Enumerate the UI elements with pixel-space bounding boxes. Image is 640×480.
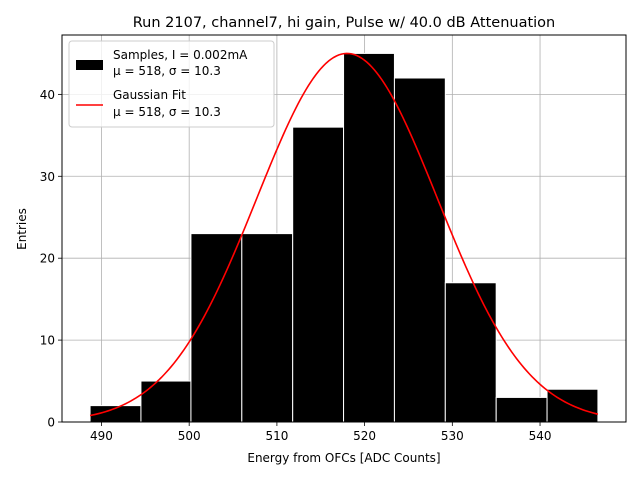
x-tick-label: 500 [178, 429, 201, 443]
legend-fit-stats: μ = 518, σ = 10.3 [113, 105, 221, 119]
axis-ticks: 490 500 510 520 530 540 0 10 20 30 40 [40, 88, 552, 443]
plot-frame [61, 34, 627, 423]
histogram-bar [393, 77, 446, 423]
gaussian-fit-curve [89, 52, 599, 417]
x-tick-label: 520 [353, 429, 376, 443]
histogram-bar [292, 126, 345, 423]
y-axis-label: Entries [15, 208, 29, 250]
legend-frame [68, 40, 275, 128]
histogram-bar [140, 380, 192, 423]
x-tick-label: 490 [90, 429, 113, 443]
x-tick-label: 510 [265, 429, 288, 443]
histogram-bar [343, 52, 395, 423]
chart-title: Run 2107, channel7, hi gain, Pulse w/ 40… [133, 15, 556, 31]
y-tick-label: 20 [40, 252, 55, 266]
x-tick-label: 540 [529, 429, 552, 443]
x-axis-label: Energy from OFCs [ADC Counts] [247, 451, 440, 465]
y-tick-label: 10 [40, 334, 55, 348]
legend: Samples, I = 0.002mA μ = 518, σ = 10.3 G… [68, 40, 275, 128]
y-tick-label: 40 [40, 88, 55, 102]
legend-samples-stats: μ = 518, σ = 10.3 [113, 64, 221, 78]
histogram-bar [444, 282, 497, 423]
y-tick-label: 0 [47, 416, 55, 430]
y-tick-label: 30 [40, 170, 55, 184]
legend-fit-label: Gaussian Fit [113, 88, 186, 102]
histogram-bar [241, 233, 294, 423]
histogram-bars [89, 52, 599, 423]
x-tick-label: 530 [441, 429, 464, 443]
histogram-bar [495, 396, 548, 423]
legend-samples-patch [76, 60, 103, 70]
legend-samples-label: Samples, I = 0.002mA [113, 48, 248, 62]
